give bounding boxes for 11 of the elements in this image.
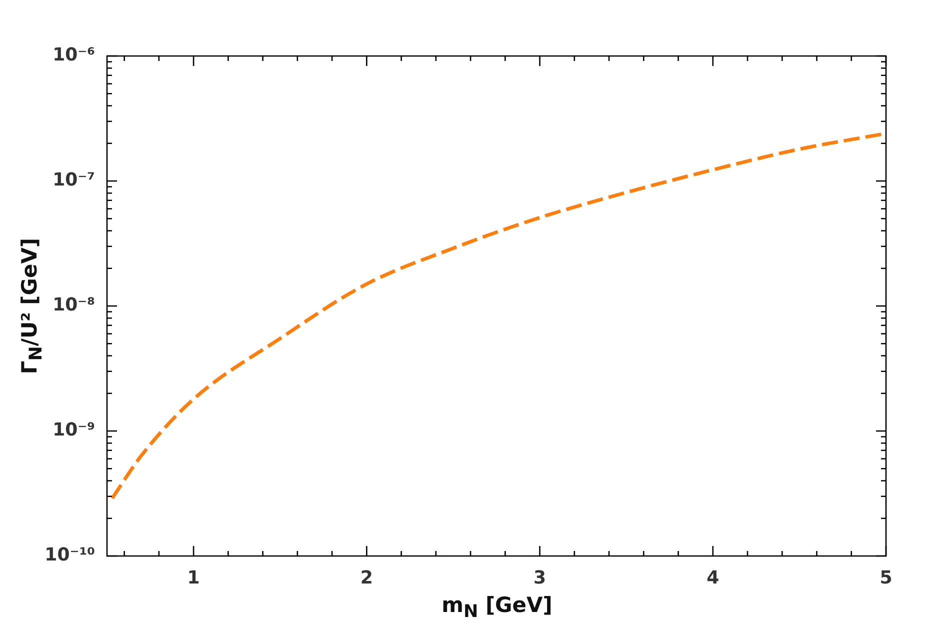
y-tick-label: 10⁻⁶: [52, 44, 96, 66]
y-tick-label: 10⁻⁷: [52, 170, 95, 191]
x-tick-label: 1: [187, 567, 200, 588]
x-tick-label: 2: [360, 567, 373, 588]
x-axis-title: m$_{N}$ [GeV]: [440, 593, 554, 622]
x-tick-label: 4: [706, 567, 720, 588]
y-tick-label: 10⁻⁸: [52, 294, 95, 316]
x-tick-label: 3: [534, 567, 546, 588]
y-tick-label: 10⁻¹⁰: [44, 544, 96, 566]
y-tick-label: 10⁻⁹: [52, 420, 95, 441]
x-tick-label: 5: [880, 567, 892, 588]
